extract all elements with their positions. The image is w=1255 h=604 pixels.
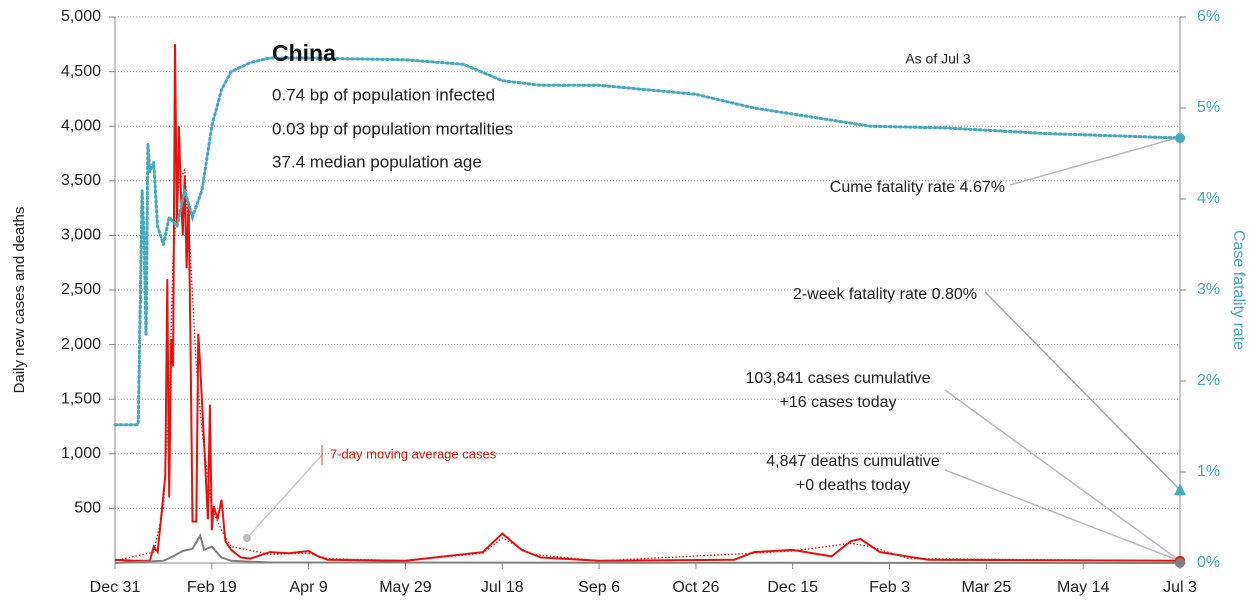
annotation: 0.03 bp of population mortalities — [272, 119, 513, 138]
y2-tick-label: 2% — [1197, 372, 1220, 389]
y2-tick-label: 5% — [1197, 99, 1220, 116]
x-tick-label: Dec 15 — [767, 579, 818, 596]
annotation: 2-week fatality rate 0.80% — [793, 286, 977, 303]
callout-line — [984, 291, 1181, 491]
y-tick-label: 5,000 — [61, 8, 101, 25]
y-axis-label: Daily new cases and deaths — [11, 207, 28, 394]
x-tick-label: Sep 6 — [578, 579, 620, 596]
annotation: +16 cases today — [780, 394, 897, 411]
y-tick-label: 4,500 — [61, 63, 101, 80]
x-tick-label: Jul 3 — [1163, 579, 1197, 596]
callout-line — [944, 469, 1181, 562]
series-line — [114, 167, 1181, 562]
annotation: +0 deaths today — [796, 477, 910, 494]
y-tick-label: 1,500 — [61, 390, 101, 407]
y2-tick-label: 3% — [1197, 281, 1220, 298]
y-tick-label: 4,000 — [61, 117, 101, 134]
y2-tick-label: 1% — [1197, 463, 1220, 480]
x-tick-label: Oct 26 — [672, 579, 719, 596]
x-tick-label: Dec 31 — [90, 579, 141, 596]
y-tick-label: 500 — [74, 500, 101, 517]
x-tick-label: Feb 19 — [187, 579, 237, 596]
callout-dot — [243, 534, 251, 542]
y2-tick-label: 4% — [1197, 190, 1220, 207]
end-marker — [1175, 133, 1185, 144]
x-tick-label: Feb 3 — [869, 579, 910, 596]
end-marker — [1175, 558, 1185, 568]
y-tick-label: 2,500 — [61, 281, 101, 298]
x-tick-label: Apr 9 — [290, 579, 328, 596]
y-tick-label: 2,000 — [61, 336, 101, 353]
y-tick-label: 3,500 — [61, 172, 101, 189]
callout-line — [246, 454, 323, 539]
annotation: As of Jul 3 — [905, 51, 971, 67]
annotation: 4,847 deaths cumulative — [766, 453, 940, 470]
x-tick-label: Jul 18 — [481, 579, 524, 596]
annotation: 103,841 cases cumulative — [746, 370, 931, 387]
annotation: Cume fatality rate 4.67% — [830, 179, 1005, 196]
y2-axis-label: Case fatality rate — [1230, 230, 1247, 350]
x-tick-label: May 14 — [1057, 579, 1110, 596]
y-tick-label: 3,000 — [61, 227, 101, 244]
y-tick-label: 1,000 — [61, 445, 101, 462]
series-line — [113, 56, 1182, 427]
two-week-marker — [1174, 483, 1186, 496]
annotation: 7-day moving average cases — [330, 446, 497, 461]
x-tick-label: May 29 — [379, 579, 432, 596]
callout-line — [1009, 136, 1181, 186]
x-tick-label: Mar 25 — [961, 579, 1011, 596]
callout-line — [944, 389, 1181, 562]
y2-tick-label: 6% — [1197, 8, 1220, 25]
annotation: China — [272, 40, 336, 66]
y2-tick-label: 0% — [1197, 554, 1220, 571]
series-line — [114, 533, 1181, 564]
annotation: 0.74 bp of population infected — [272, 85, 495, 104]
annotation: 37.4 median population age — [272, 152, 482, 171]
